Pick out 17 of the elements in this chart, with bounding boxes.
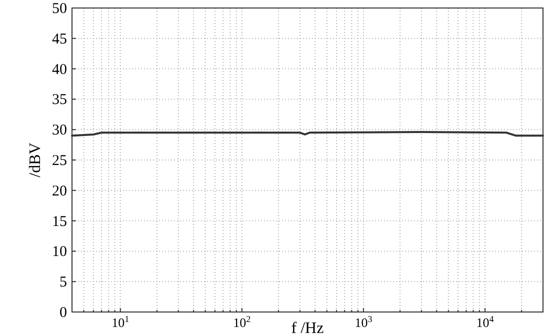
y-tick-label: 25 — [52, 153, 67, 169]
y-tick-label: 5 — [60, 274, 67, 291]
y-tick-label: 30 — [52, 122, 67, 139]
y-tick-label: 50 — [52, 1, 67, 17]
x-axis-title: f /Hz — [291, 320, 324, 334]
y-tick-label: 40 — [52, 62, 67, 78]
x-tick-label: 10$^{1}$ — [112, 314, 130, 330]
x-tick-label: 10$^{2}$ — [233, 314, 252, 330]
y-axis-title: /dBV — [27, 142, 44, 178]
x-tick-label: 10$^{3}$ — [354, 314, 373, 330]
y-tick-label: 45 — [52, 31, 67, 48]
y-tick-label: 35 — [52, 92, 67, 108]
y-tick-label: 20 — [52, 183, 67, 200]
y-tick-label: 0 — [60, 305, 67, 321]
x-tick-label: 10$^{4}$ — [476, 314, 494, 330]
y-tick-label: 15 — [52, 214, 67, 230]
y-tick-label: 10 — [52, 244, 67, 260]
